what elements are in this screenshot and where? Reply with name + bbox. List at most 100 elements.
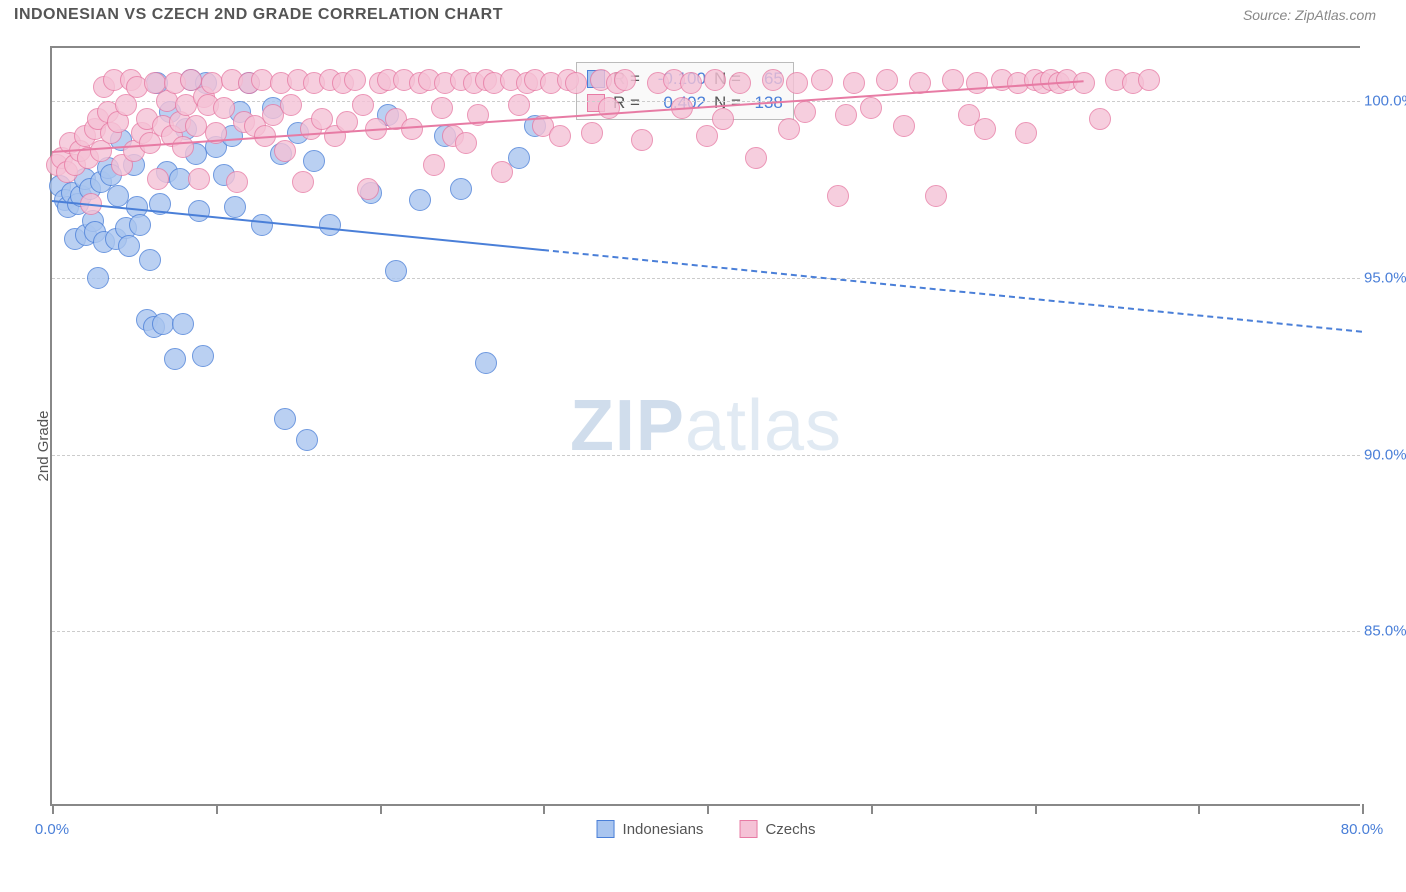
scatter-point-indonesians: [409, 189, 431, 211]
scatter-point-czechs: [843, 72, 865, 94]
x-tick: [1035, 804, 1037, 814]
scatter-point-czechs: [966, 72, 988, 94]
scatter-point-indonesians: [475, 352, 497, 374]
chart-title: INDONESIAN VS CZECH 2ND GRADE CORRELATIO…: [14, 6, 503, 24]
scatter-point-indonesians: [274, 408, 296, 430]
scatter-point-czechs: [431, 97, 453, 119]
scatter-point-czechs: [357, 178, 379, 200]
scatter-point-indonesians: [296, 429, 318, 451]
legend-item-czechs[interactable]: Czechs: [739, 820, 815, 838]
x-tick: [1362, 804, 1364, 814]
scatter-point-indonesians: [164, 348, 186, 370]
scatter-point-czechs: [729, 72, 751, 94]
scatter-point-indonesians: [251, 214, 273, 236]
scatter-point-indonesians: [188, 200, 210, 222]
scatter-point-indonesians: [319, 214, 341, 236]
scatter-point-czechs: [598, 97, 620, 119]
scatter-point-indonesians: [192, 345, 214, 367]
scatter-point-indonesians: [139, 249, 161, 271]
y-tick-label: 100.0%: [1364, 93, 1406, 110]
scatter-point-czechs: [401, 118, 423, 140]
scatter-point-czechs: [1073, 72, 1095, 94]
scatter-point-indonesians: [129, 214, 151, 236]
x-tick: [52, 804, 54, 814]
scatter-point-czechs: [696, 125, 718, 147]
scatter-point-czechs: [549, 125, 571, 147]
scatter-point-czechs: [811, 69, 833, 91]
x-tick-label: 0.0%: [35, 821, 69, 838]
scatter-point-czechs: [835, 104, 857, 126]
scatter-point-indonesians: [303, 150, 325, 172]
chart-legend: Indonesians Czechs: [597, 820, 816, 838]
scatter-point-czechs: [274, 140, 296, 162]
x-tick: [380, 804, 382, 814]
x-tick: [216, 804, 218, 814]
scatter-point-czechs: [893, 115, 915, 137]
gridline-horizontal: [52, 631, 1360, 632]
scatter-point-czechs: [188, 168, 210, 190]
x-tick: [707, 804, 709, 814]
scatter-point-czechs: [1015, 122, 1037, 144]
scatter-point-czechs: [680, 72, 702, 94]
chart-header: INDONESIAN VS CZECH 2ND GRADE CORRELATIO…: [0, 0, 1406, 30]
legend-swatch-indonesians: [597, 820, 615, 838]
scatter-point-czechs: [974, 118, 996, 140]
scatter-point-czechs: [1138, 69, 1160, 91]
scatter-point-czechs: [455, 132, 477, 154]
y-tick-label: 85.0%: [1364, 623, 1406, 640]
scatter-point-czechs: [942, 69, 964, 91]
legend-swatch-czechs: [739, 820, 757, 838]
scatter-point-indonesians: [224, 196, 246, 218]
scatter-point-indonesians: [118, 235, 140, 257]
x-tick: [1198, 804, 1200, 814]
scatter-point-czechs: [827, 185, 849, 207]
scatter-point-czechs: [280, 94, 302, 116]
scatter-point-czechs: [565, 72, 587, 94]
chart-source: Source: ZipAtlas.com: [1243, 7, 1376, 23]
scatter-point-czechs: [745, 147, 767, 169]
y-tick-label: 90.0%: [1364, 446, 1406, 463]
scatter-point-czechs: [581, 122, 603, 144]
scatter-point-czechs: [352, 94, 374, 116]
scatter-point-czechs: [147, 168, 169, 190]
scatter-point-czechs: [1089, 108, 1111, 130]
scatter-point-indonesians: [87, 267, 109, 289]
scatter-point-czechs: [762, 69, 784, 91]
scatter-point-czechs: [423, 154, 445, 176]
scatter-point-czechs: [794, 101, 816, 123]
gridline-horizontal: [52, 101, 1360, 102]
scatter-point-czechs: [491, 161, 513, 183]
scatter-point-czechs: [292, 171, 314, 193]
y-tick-label: 95.0%: [1364, 269, 1406, 286]
scatter-point-indonesians: [172, 313, 194, 335]
legend-label: Indonesians: [623, 821, 704, 838]
chart-plot-area: ZIPatlas R =-0.100N =65R =0.402N =138 In…: [50, 46, 1360, 806]
scatter-point-czechs: [876, 69, 898, 91]
scatter-point-czechs: [860, 97, 882, 119]
scatter-point-czechs: [172, 136, 194, 158]
scatter-point-czechs: [778, 118, 800, 140]
scatter-point-czechs: [213, 97, 235, 119]
scatter-point-indonesians: [385, 260, 407, 282]
scatter-point-czechs: [925, 185, 947, 207]
x-tick-label: 80.0%: [1341, 821, 1384, 838]
x-tick: [871, 804, 873, 814]
scatter-point-czechs: [631, 129, 653, 151]
gridline-horizontal: [52, 278, 1360, 279]
scatter-point-czechs: [344, 69, 366, 91]
scatter-point-indonesians: [107, 185, 129, 207]
scatter-point-czechs: [251, 69, 273, 91]
scatter-point-czechs: [614, 69, 636, 91]
scatter-point-czechs: [786, 72, 808, 94]
scatter-point-czechs: [712, 108, 734, 130]
gridline-horizontal: [52, 455, 1360, 456]
legend-item-indonesians[interactable]: Indonesians: [597, 820, 704, 838]
scatter-point-czechs: [704, 69, 726, 91]
x-tick: [543, 804, 545, 814]
scatter-point-indonesians: [450, 178, 472, 200]
trend-line-dashed-indonesians: [543, 249, 1362, 333]
scatter-point-czechs: [226, 171, 248, 193]
scatter-point-czechs: [201, 72, 223, 94]
scatter-point-czechs: [508, 94, 530, 116]
legend-label: Czechs: [765, 821, 815, 838]
